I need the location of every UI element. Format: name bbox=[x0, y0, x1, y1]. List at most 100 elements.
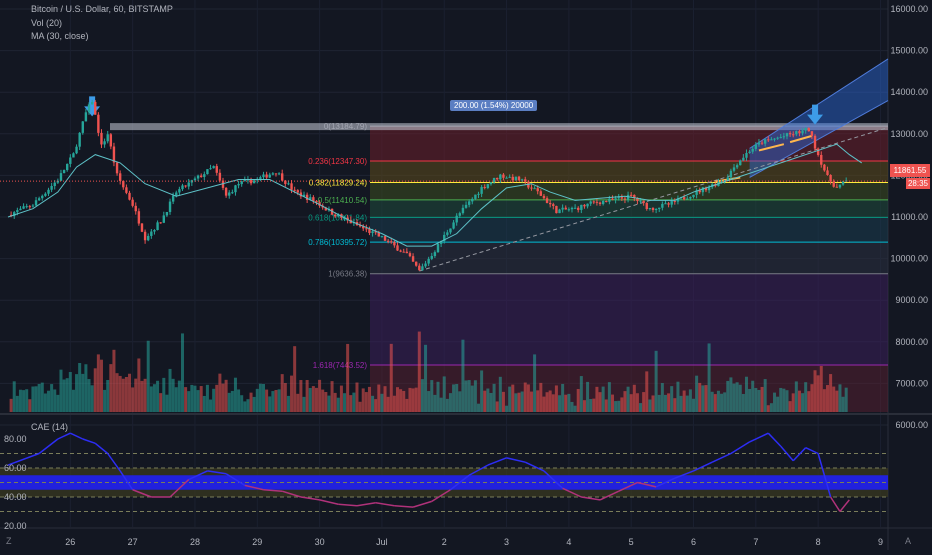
volume-bar-234 bbox=[738, 384, 742, 412]
candle-body-78 bbox=[252, 180, 256, 184]
volume-bar-146 bbox=[464, 380, 468, 412]
volume-bar-173 bbox=[548, 390, 552, 412]
legend-symbol[interactable]: Bitcoin / U.S. Dollar, 60, BITSTAMP bbox=[31, 4, 173, 14]
volume-bar-26 bbox=[90, 385, 94, 412]
volume-bar-174 bbox=[551, 394, 555, 412]
volume-bar-193 bbox=[610, 394, 614, 412]
cae-segment-44 bbox=[792, 447, 807, 462]
candle-body-122 bbox=[390, 241, 393, 243]
cae-segment-12 bbox=[207, 470, 227, 475]
volume-bar-16 bbox=[59, 369, 63, 412]
fib-zone-1 bbox=[370, 160, 888, 183]
volume-bar-38 bbox=[128, 373, 132, 412]
candle-body-184 bbox=[583, 204, 586, 207]
volume-bar-80 bbox=[258, 383, 262, 412]
volume-bar-116 bbox=[371, 395, 375, 412]
volume-bar-245 bbox=[773, 392, 777, 412]
volume-bar-78 bbox=[252, 396, 256, 412]
candle-body-17 bbox=[62, 170, 66, 174]
volume-bar-230 bbox=[726, 380, 730, 412]
right-corner-label[interactable]: A bbox=[905, 536, 912, 546]
volume-bar-163 bbox=[517, 392, 521, 412]
volume-bar-20 bbox=[71, 389, 75, 412]
measure-label[interactable]: 200.00 (1.54%) 20000 bbox=[450, 100, 538, 111]
candle-body-199 bbox=[629, 194, 633, 196]
volume-bar-255 bbox=[804, 382, 808, 412]
volume-bar-96 bbox=[308, 387, 312, 412]
fib-label-5: 0.786(10395.72) bbox=[308, 238, 367, 247]
candle-body-147 bbox=[467, 201, 471, 205]
price-tick-13000: 13000.00 bbox=[890, 129, 928, 139]
volume-bar-168 bbox=[533, 354, 537, 412]
volume-bar-6 bbox=[28, 399, 32, 412]
cae-segment-20 bbox=[356, 502, 376, 507]
candle-body-1 bbox=[13, 212, 16, 217]
candle-body-88 bbox=[284, 180, 287, 184]
volume-bar-75 bbox=[243, 401, 247, 412]
volume-bar-53 bbox=[174, 387, 178, 412]
volume-bar-180 bbox=[570, 401, 574, 412]
cae-segment-34 bbox=[618, 481, 638, 492]
candle-body-4 bbox=[22, 206, 25, 209]
volume-bar-123 bbox=[392, 395, 396, 412]
volume-bar-226 bbox=[713, 394, 717, 412]
volume-bar-60 bbox=[196, 390, 200, 412]
candle-body-163 bbox=[517, 176, 521, 181]
volume-bar-141 bbox=[448, 393, 452, 412]
candle-body-195 bbox=[617, 197, 620, 199]
candle-body-159 bbox=[505, 177, 508, 179]
candle-body-12 bbox=[47, 189, 50, 194]
volume-bar-250 bbox=[788, 401, 792, 412]
cae-indicator-pane[interactable] bbox=[0, 432, 888, 512]
candle-body-120 bbox=[383, 236, 387, 241]
volume-bar-106 bbox=[339, 385, 343, 412]
candle-body-67 bbox=[218, 172, 222, 181]
time-tick-11: 7 bbox=[753, 537, 758, 547]
volume-bar-172 bbox=[545, 392, 549, 412]
candle-body-77 bbox=[249, 179, 253, 184]
price-axis[interactable]: 6000.00 7000.00 8000.00 9000.00 10000.00 1100… bbox=[4, 4, 928, 531]
candle-body-137 bbox=[436, 243, 440, 253]
volume-bar-198 bbox=[626, 386, 630, 412]
volume-bar-109 bbox=[349, 395, 353, 412]
volume-bar-34 bbox=[115, 373, 119, 412]
legend-ma[interactable]: MA (30, close) bbox=[31, 31, 89, 41]
fib-zone-6 bbox=[370, 273, 888, 365]
fibonacci-retracement[interactable]: 0(13184.79)0.236(12347.30)0.382(11829.24… bbox=[308, 122, 888, 412]
candle-body-126 bbox=[402, 251, 405, 253]
fib-label-6: 1(9636.38) bbox=[328, 270, 367, 279]
candle-body-68 bbox=[221, 180, 225, 188]
legend-volume[interactable]: Vol (20) bbox=[31, 18, 63, 28]
candle-body-168 bbox=[533, 188, 536, 190]
price-tick-9000: 9000.00 bbox=[895, 295, 928, 305]
candle-body-240 bbox=[757, 142, 761, 145]
candle-body-54 bbox=[178, 189, 181, 193]
last-price-badge: 11861.55 bbox=[890, 164, 930, 177]
price-tick-15000: 15000.00 bbox=[890, 46, 928, 56]
volume-bar-246 bbox=[776, 396, 780, 412]
candle-body-224 bbox=[707, 187, 711, 191]
volume-bar-260 bbox=[819, 365, 823, 412]
volume-bar-136 bbox=[433, 394, 437, 412]
candle-body-69 bbox=[224, 187, 228, 196]
volume-bar-115 bbox=[367, 386, 371, 412]
candle-body-213 bbox=[673, 200, 677, 202]
volume-bar-39 bbox=[131, 387, 135, 412]
candle-body-140 bbox=[446, 232, 449, 235]
legend-indicator[interactable]: CAE (14) bbox=[31, 422, 69, 432]
candle-body-60 bbox=[196, 175, 200, 179]
time-axis[interactable]: 2627282930Jul2345678910111213 bbox=[65, 537, 932, 547]
candle-body-266 bbox=[838, 184, 842, 188]
left-corner-label[interactable]: Z bbox=[6, 536, 12, 546]
volume-bar-118 bbox=[377, 384, 381, 412]
cae-segment-0 bbox=[7, 452, 40, 466]
volume-bar-251 bbox=[791, 393, 795, 412]
candle-body-244 bbox=[770, 139, 773, 141]
candle-body-35 bbox=[118, 173, 122, 181]
drawings-layer[interactable] bbox=[84, 58, 889, 272]
candle-body-144 bbox=[458, 213, 462, 216]
candle-body-70 bbox=[228, 192, 231, 196]
candle-body-218 bbox=[689, 197, 692, 199]
candle-body-242 bbox=[763, 139, 767, 144]
